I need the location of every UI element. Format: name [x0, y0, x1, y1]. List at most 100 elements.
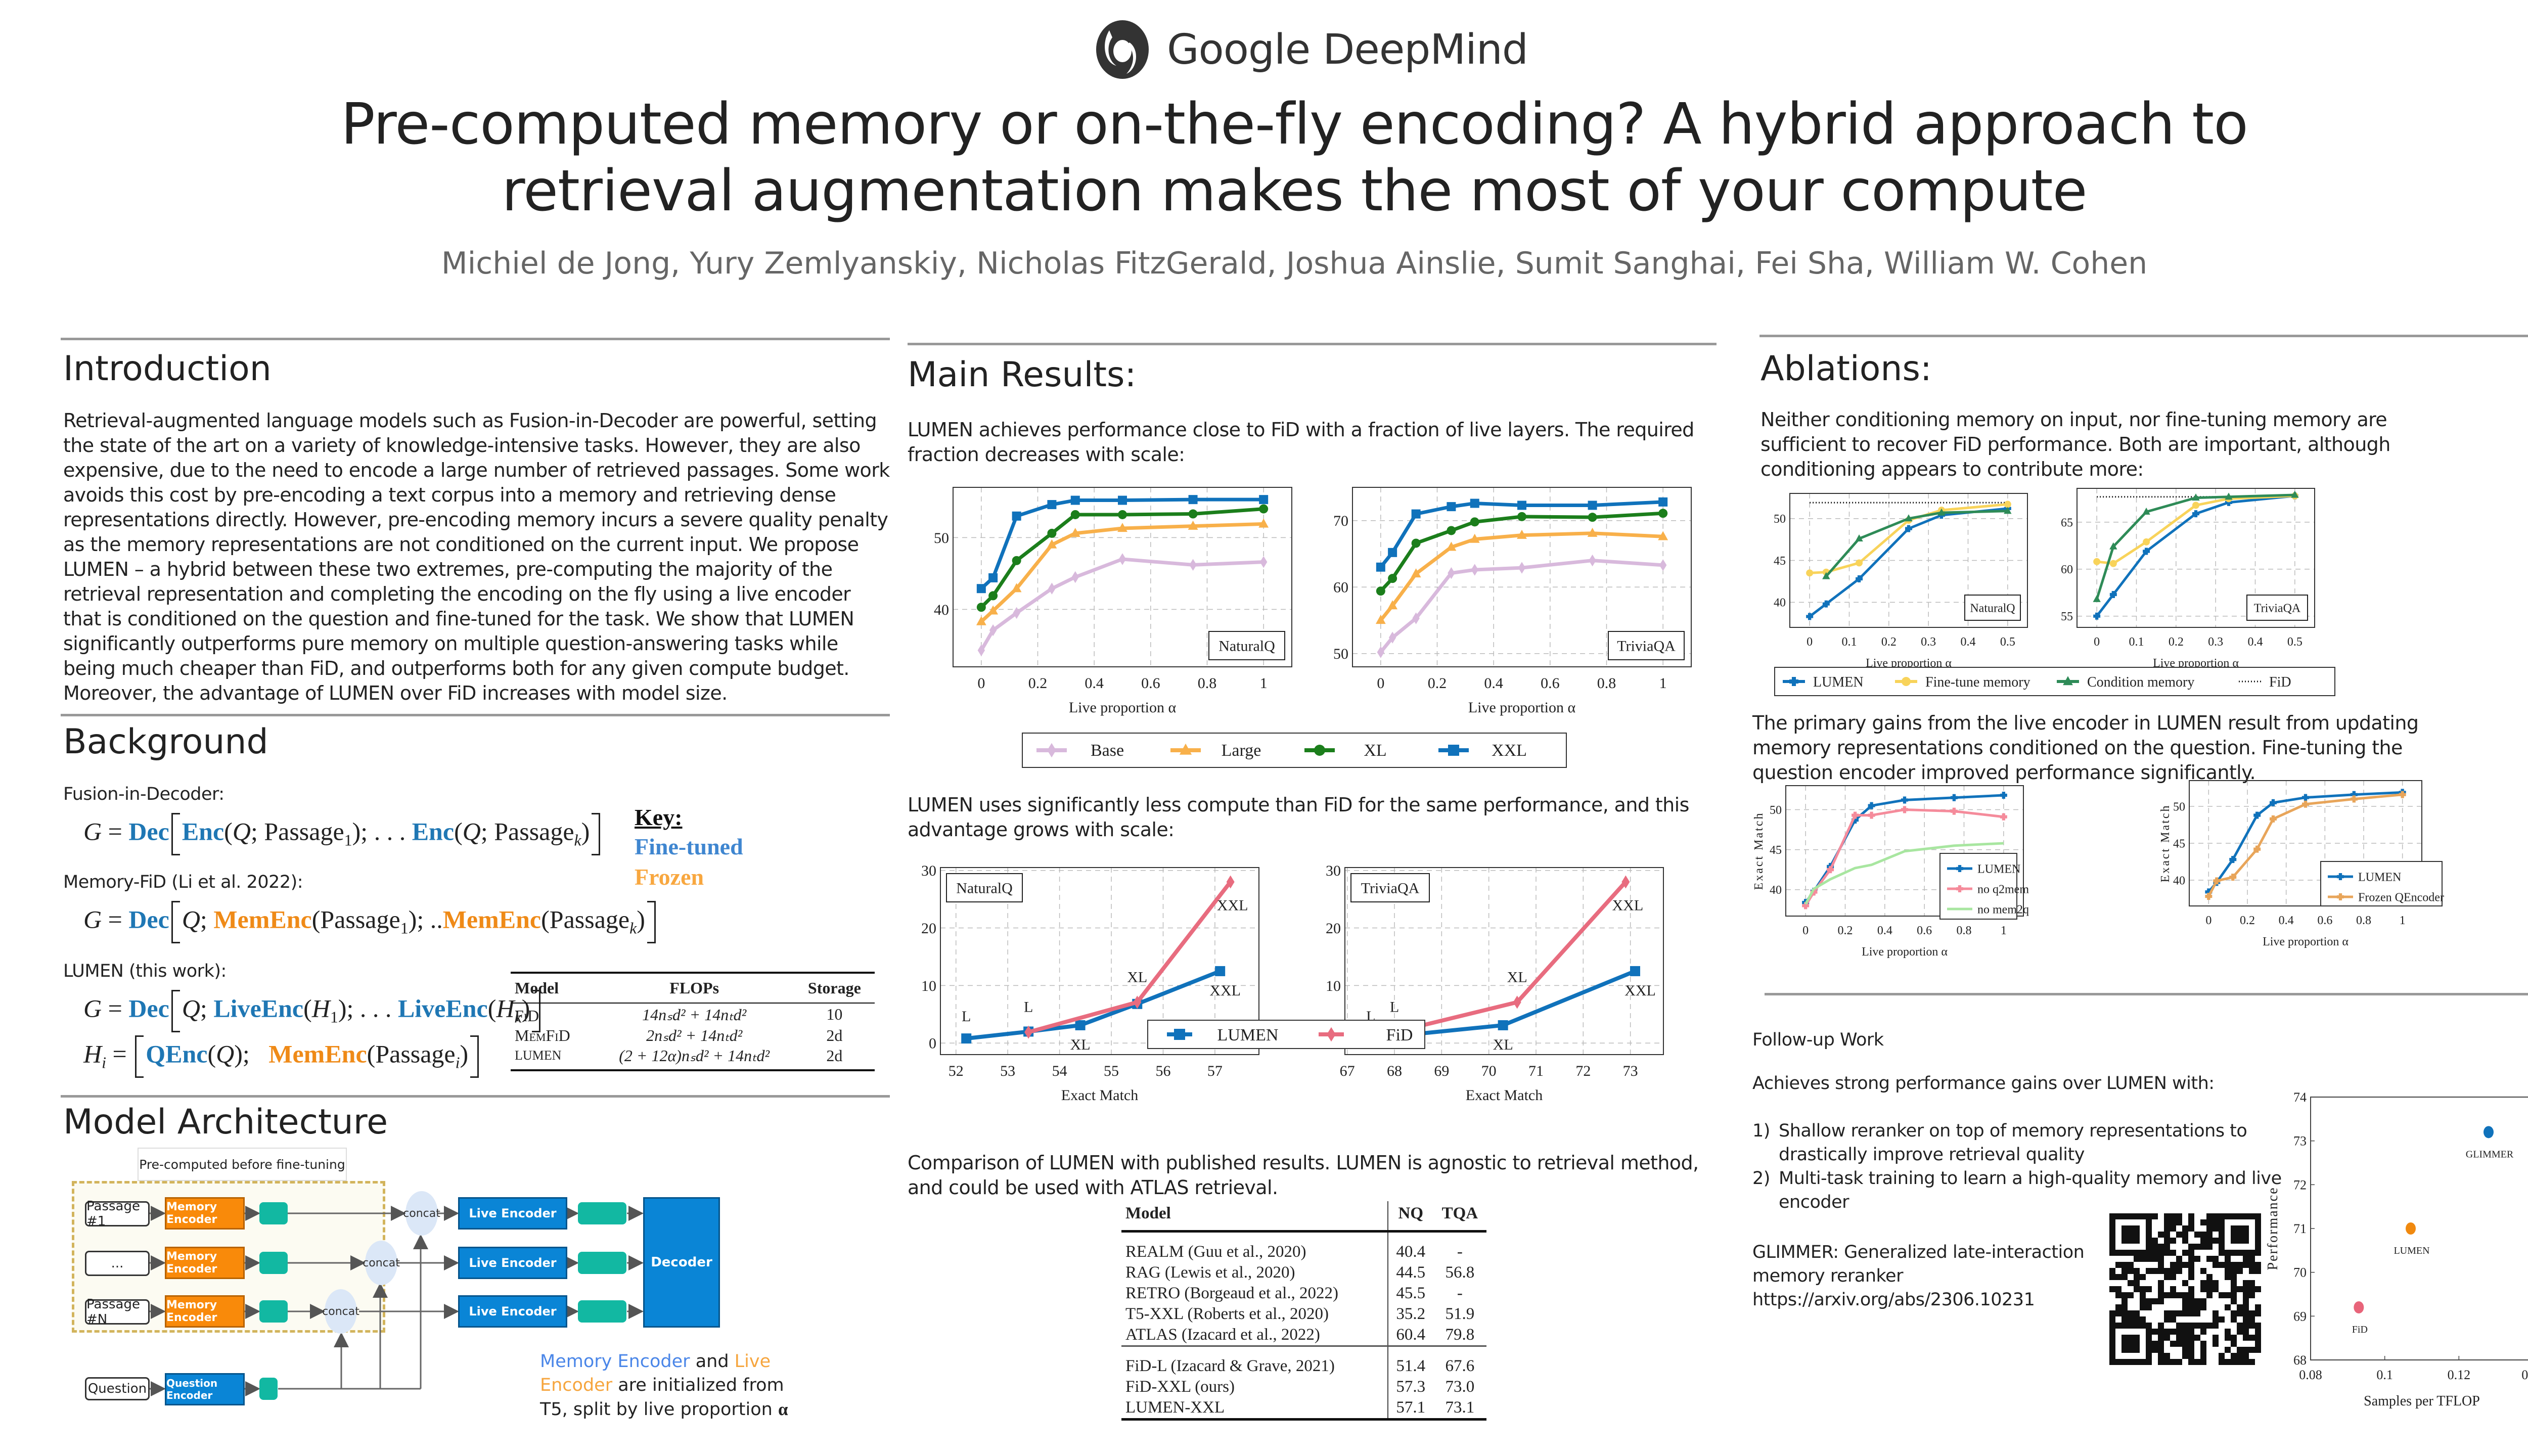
data-point [1070, 495, 1080, 505]
qr-module [2158, 1232, 2164, 1238]
qr-module [2200, 1268, 2206, 1274]
qr-module [2206, 1274, 2213, 1280]
qr-module [2140, 1274, 2146, 1280]
qr-module [2146, 1256, 2152, 1262]
qr-module [2128, 1280, 2134, 1286]
comparison-cell-model: T5-XXL (Roberts et al., 2020) [1121, 1304, 1388, 1325]
plot-frame [1789, 493, 2028, 628]
qr-module [2225, 1347, 2231, 1353]
y-axis-label: Performance [2265, 1187, 2281, 1270]
question-encoder: Question Encoder [165, 1373, 245, 1405]
point-label: XXL [1217, 897, 1248, 914]
data-point [976, 616, 986, 625]
data-point [1189, 559, 1197, 571]
legend-marker [1791, 677, 1796, 686]
followup-heading: Follow-up Work [1752, 1030, 1884, 1050]
lumen-label: LUMEN (this work): [63, 961, 227, 981]
data-point [1259, 556, 1268, 568]
qr-module [2188, 1347, 2194, 1353]
x-tick-label: 0.6 [1141, 675, 1160, 692]
qr-module [2164, 1335, 2170, 1341]
x-tick-label: 0 [1802, 924, 1809, 937]
qr-module [2164, 1213, 2170, 1219]
qr-module [2194, 1323, 2200, 1329]
flops-row: FiD 14nₛd² + 14nₜd² 10 [515, 1005, 843, 1025]
qr-module [2213, 1335, 2219, 1341]
qr-module [2188, 1298, 2194, 1304]
data-point [1907, 525, 1911, 532]
data-point [2207, 888, 2210, 896]
qr-module [2243, 1347, 2249, 1353]
qr-module [2170, 1238, 2176, 1244]
qr-module [2182, 1310, 2188, 1316]
y-tick-label: 70 [1333, 513, 1348, 529]
lumen-equation-h: Hi = QEnc(Q); MemEnc(Passagei) [83, 1035, 481, 1078]
glimmer-url[interactable]: https://arxiv.org/abs/2306.10231 [1752, 1290, 2035, 1310]
x-tick-label: 0.2 [1028, 675, 1048, 692]
legend-marker [2338, 873, 2342, 880]
data-point [1828, 866, 1832, 874]
qr-module [2200, 1280, 2206, 1286]
data-point [1587, 527, 1598, 537]
lumen-equation-g: G = Dec Q; LiveEnc(H1); . . . LiveEnc(Hk) [83, 990, 543, 1032]
qr-module [2225, 1256, 2231, 1262]
y-tick-label: 68 [2293, 1353, 2307, 1368]
qr-module [2140, 1304, 2146, 1310]
x-tick-label: 0.4 [1877, 924, 1892, 937]
followup-list: 1) Shallow reranker on top of memory repr… [1752, 1119, 2319, 1214]
glimmer-description: GLIMMER: Generalized late-interaction me… [1752, 1242, 2085, 1286]
data-point [2004, 500, 2011, 508]
y-tick-label: 30 [1326, 862, 1341, 879]
qr-module [2164, 1359, 2170, 1365]
x-tick-label: 0.8 [1957, 924, 1972, 937]
qr-module [2206, 1292, 2213, 1298]
qr-module [2158, 1244, 2164, 1250]
data-point [1070, 510, 1080, 519]
qr-module [2176, 1310, 2182, 1316]
qr-code[interactable] [2104, 1158, 2261, 1446]
qr-module [2213, 1213, 2219, 1219]
qr-module [2182, 1329, 2188, 1335]
qr-module [2182, 1304, 2188, 1310]
data-point [2002, 813, 2005, 821]
qr-module [2109, 1268, 2115, 1274]
data-point [2271, 799, 2275, 806]
data-point [1387, 600, 1398, 610]
dataset-label-box [1608, 631, 1685, 660]
data-point [1903, 796, 1907, 804]
data-point [1376, 586, 1385, 596]
y-tick-label: 74 [2293, 1090, 2307, 1105]
x-tick-label: 69 [1434, 1063, 1449, 1079]
qr-module [2219, 1262, 2225, 1268]
architecture-arrows [149, 1206, 644, 1396]
memory-encoder-3: Memory Encoder [165, 1295, 245, 1328]
series-line [2207, 791, 2403, 893]
qr-module [2213, 1316, 2219, 1323]
legend-marker [1958, 865, 1962, 872]
x-tick-label: 0.12 [2448, 1368, 2471, 1382]
flops-header-model: Model [515, 979, 559, 997]
qr-module [2213, 1280, 2219, 1286]
qr-finder [2121, 1225, 2140, 1244]
data-point [1411, 509, 1421, 519]
followup-item: 1) Shallow reranker on top of memory repr… [1752, 1121, 2247, 1165]
qr-module [2152, 1298, 2158, 1304]
data-point [1118, 510, 1127, 519]
qr-module [2255, 1335, 2261, 1341]
qr-module [2152, 1244, 2158, 1250]
dataset-label: NaturalQ [956, 880, 1013, 897]
qr-module [2194, 1298, 2200, 1304]
data-point [1903, 806, 1907, 813]
series-line [1825, 510, 2008, 577]
qr-module [2194, 1256, 2200, 1262]
qr-module [2164, 1316, 2170, 1323]
comparison-row: RETRO (Borgeaud et al., 2022) 45.5 - [1121, 1283, 1486, 1304]
y-tick-label: 50 [1774, 513, 1786, 526]
data-point [1952, 794, 1956, 801]
data-point [2192, 502, 2199, 509]
comparison-cell-tqa: - [1457, 1243, 1463, 1261]
qr-module [2134, 1286, 2140, 1292]
qr-module [2225, 1262, 2231, 1268]
data-point [1621, 875, 1630, 889]
